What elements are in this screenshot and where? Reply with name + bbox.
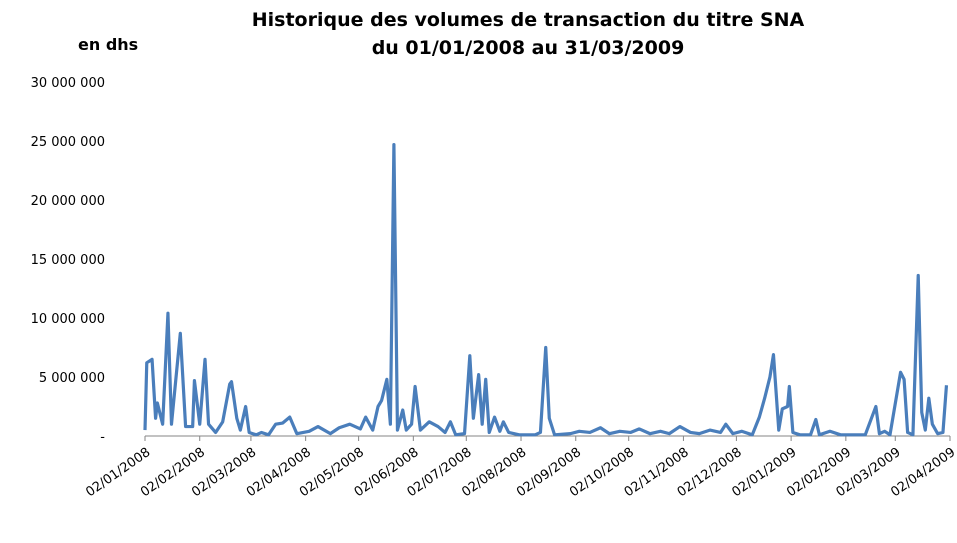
chart-subtitle: du 01/01/2008 au 31/03/2009 xyxy=(372,37,685,59)
y-tick-label: 25 000 000 xyxy=(31,135,105,150)
y-tick-label: 20 000 000 xyxy=(31,194,105,209)
y-tick-label: 15 000 000 xyxy=(31,253,105,268)
y-tick-label: - xyxy=(100,430,105,445)
y-tick-label: 10 000 000 xyxy=(31,312,105,327)
y-tick-label: 30 000 000 xyxy=(31,76,105,91)
data-line xyxy=(143,142,949,437)
chart-title: Historique des volumes de transaction du… xyxy=(252,9,805,31)
y-axis-label: en dhs xyxy=(78,35,138,54)
y-tick-label: 5 000 000 xyxy=(39,371,105,386)
